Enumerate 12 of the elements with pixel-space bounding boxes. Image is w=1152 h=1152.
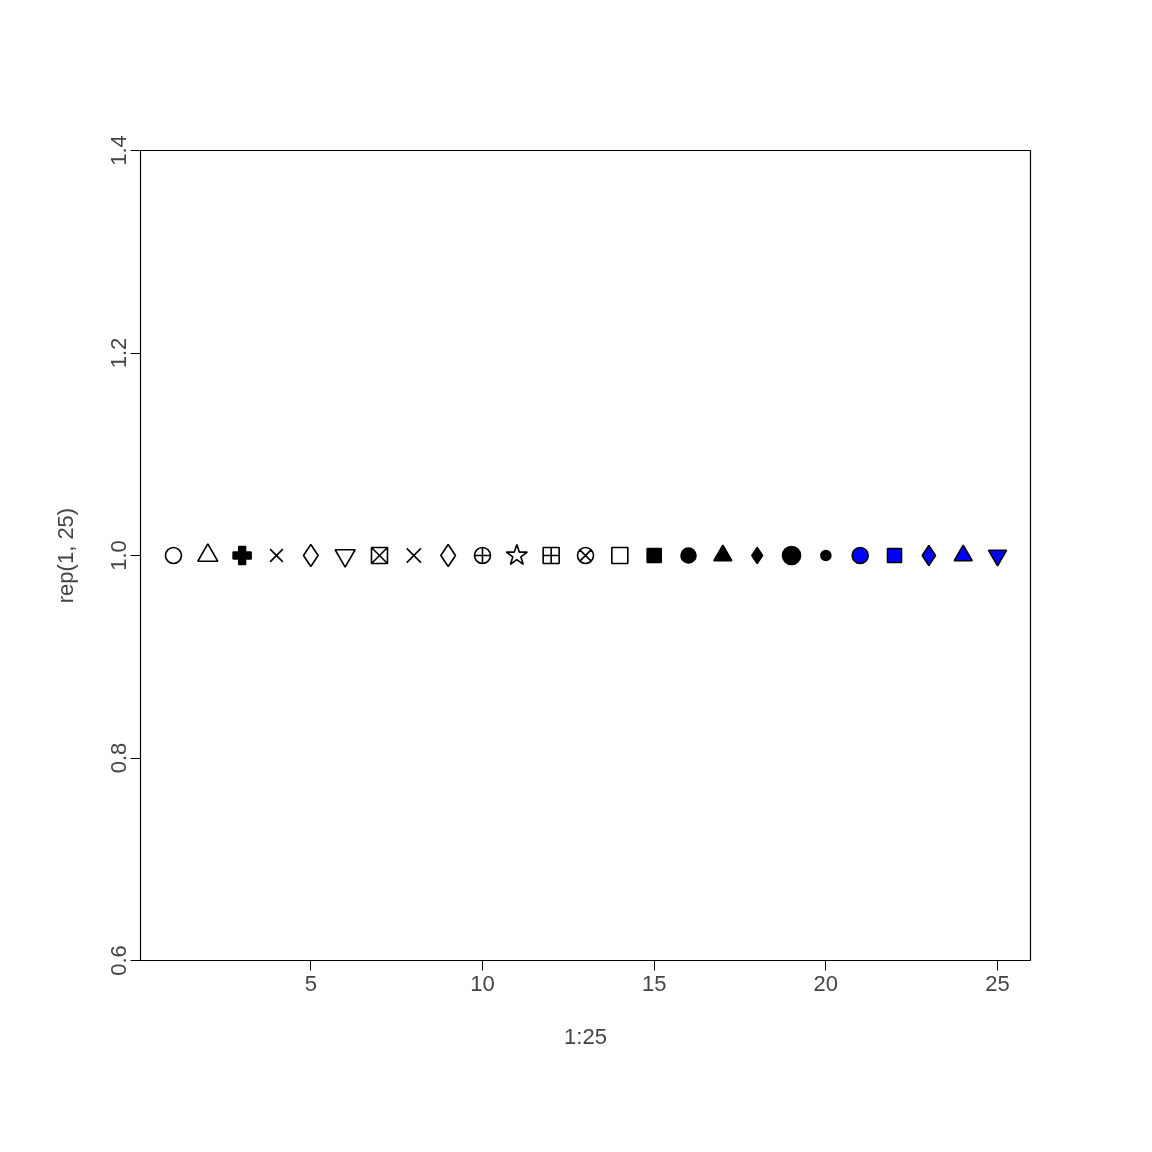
- x-axis-title: 1:25: [564, 1023, 607, 1049]
- y-tick-label: 1.4: [105, 135, 131, 166]
- y-tick-label: 1.2: [105, 337, 131, 369]
- y-tick-label: 1.0: [105, 540, 131, 571]
- y-axis-title: rep(1, 25): [52, 507, 78, 604]
- x-tick-label: 5: [304, 970, 317, 996]
- x-tick-label: 25: [985, 970, 1010, 996]
- y-tick-label: 0.6: [105, 945, 131, 976]
- x-tick-label: 10: [470, 970, 495, 996]
- x-tick-label: 15: [641, 970, 667, 996]
- x-tick-label: 20: [813, 970, 839, 996]
- y-tick-label: 0.8: [105, 742, 131, 774]
